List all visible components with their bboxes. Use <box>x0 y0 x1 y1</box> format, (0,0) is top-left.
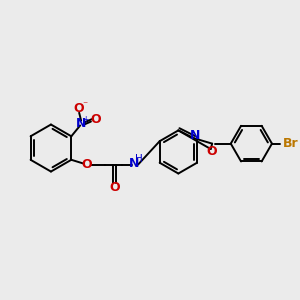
Text: H: H <box>135 154 143 164</box>
Text: N: N <box>190 129 200 142</box>
Text: Br: Br <box>283 137 298 150</box>
Text: O: O <box>74 102 85 115</box>
Text: ⁻: ⁻ <box>82 100 87 110</box>
Text: N: N <box>129 157 139 170</box>
Text: O: O <box>91 113 101 126</box>
Text: N: N <box>76 117 86 130</box>
Text: O: O <box>82 158 92 171</box>
Text: O: O <box>109 181 120 194</box>
Text: O: O <box>206 146 217 158</box>
Text: +: + <box>82 115 89 124</box>
